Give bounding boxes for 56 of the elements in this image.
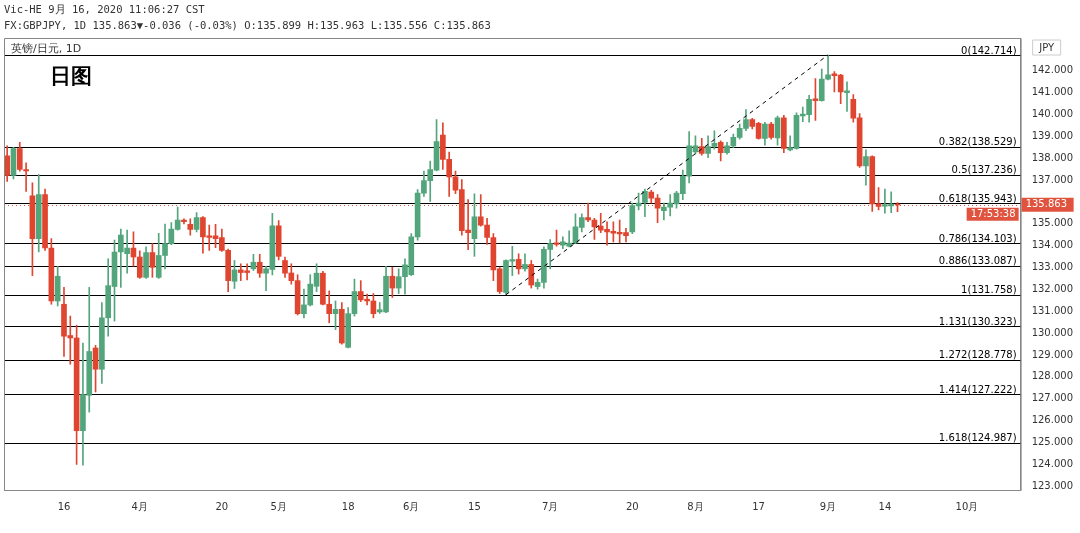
y-tick-label: 140.000 bbox=[1031, 107, 1074, 119]
x-tick-label: 8月 bbox=[687, 500, 704, 512]
text: JPY bbox=[1038, 41, 1055, 53]
x-tick-label: 20 bbox=[215, 500, 229, 512]
y-tick-label: 132.000 bbox=[1031, 282, 1074, 294]
annotation: 17:53:38 bbox=[970, 208, 1016, 220]
ref-line-label: 0(142.714) bbox=[961, 44, 1017, 56]
x-tick-label: 16 bbox=[57, 500, 71, 512]
y-tick-label: 126.000 bbox=[1031, 414, 1074, 426]
chart-subtitle: 英镑/日元, 1D bbox=[11, 41, 82, 56]
ref-line-label: 0.618(135.943) bbox=[938, 192, 1017, 204]
y-tick-label: 134.000 bbox=[1031, 239, 1074, 251]
y-tick-label: 139.000 bbox=[1031, 129, 1074, 141]
text: 日图 bbox=[50, 63, 92, 90]
ref-line-label: 1.131(130.323) bbox=[938, 315, 1017, 327]
text: FX:GBPJPY, 1D 135.863▼-0.036 (-0.03%) O:135.899 H:135.963 L:135.556 C:135.863 bbox=[4, 19, 491, 31]
y-tick-label: 131.000 bbox=[1031, 304, 1074, 316]
x-tick-label: 17 bbox=[752, 500, 765, 512]
x-tick-label: 5月 bbox=[270, 500, 287, 512]
y-tick-label: 130.000 bbox=[1031, 326, 1074, 338]
x-tick-label: 4月 bbox=[131, 500, 148, 512]
y-tick-label: 137.000 bbox=[1031, 173, 1074, 185]
ref-line-label: 1.272(128.778) bbox=[938, 349, 1017, 361]
candlestick bbox=[585, 202, 591, 223]
ref-line-label: 1.414(127.222) bbox=[938, 383, 1017, 395]
candlestick bbox=[661, 202, 667, 221]
y-tick-label: 124.000 bbox=[1031, 458, 1074, 469]
ref-line-label: 0.786(134.103) bbox=[938, 232, 1017, 244]
y-tick-label: 135.000 bbox=[1031, 217, 1074, 229]
ref-line-label: 0.382(138.529) bbox=[938, 136, 1017, 148]
x-tick-label: 9月 bbox=[819, 500, 837, 512]
ref-line-label: 135.863 bbox=[1025, 198, 1068, 210]
y-tick-label: 142.000 bbox=[1031, 64, 1074, 76]
y-tick-label: 141.000 bbox=[1031, 86, 1074, 98]
x-tick-label: 18 bbox=[341, 500, 355, 512]
y-tick-label: 128.000 bbox=[1031, 370, 1074, 382]
ref-line-label: 0.886(133.087) bbox=[938, 255, 1017, 267]
y-tick-label: 127.000 bbox=[1031, 392, 1074, 404]
y-tick-label: 129.000 bbox=[1031, 348, 1074, 360]
y-tick-label: 133.000 bbox=[1031, 261, 1074, 273]
ref-line-label: 0.5(137.236) bbox=[951, 164, 1017, 176]
x-tick-label: 10月 bbox=[955, 500, 979, 512]
x-tick-label: 14 bbox=[878, 500, 892, 512]
y-tick-label: 125.000 bbox=[1031, 436, 1074, 448]
x-tick-label: 15 bbox=[468, 500, 481, 512]
text: Vic-HE 9月 16, 2020 11:06:27 CST bbox=[4, 3, 205, 17]
candlestick bbox=[522, 253, 528, 272]
y-tick-label: 138.000 bbox=[1031, 151, 1074, 163]
ref-line-label: 1(131.758) bbox=[961, 284, 1017, 296]
candlestick bbox=[863, 149, 869, 186]
x-tick-label: 7月 bbox=[542, 500, 559, 512]
x-tick-label: 20 bbox=[625, 500, 639, 512]
x-tick-label: 6月 bbox=[403, 500, 420, 512]
y-tick-label: 123.000 bbox=[1031, 479, 1074, 491]
candlestick bbox=[825, 54, 831, 81]
ref-line-label: 1.618(124.987) bbox=[938, 432, 1017, 444]
